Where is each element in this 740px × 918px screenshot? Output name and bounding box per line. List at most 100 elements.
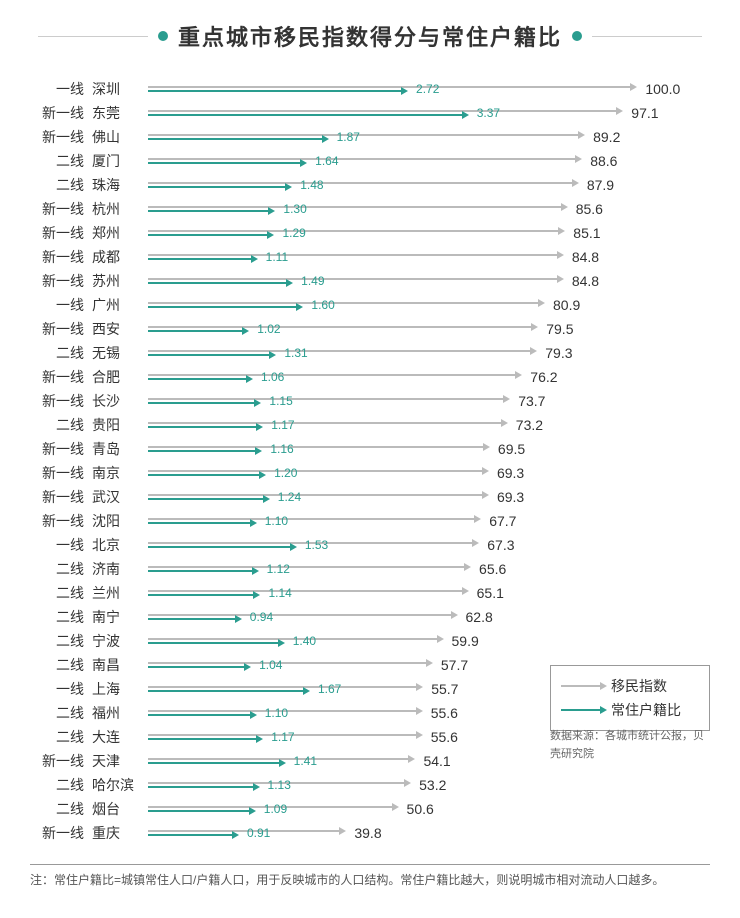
index-value: 89.2: [593, 129, 620, 145]
bars-wrap: 1.0676.2: [148, 365, 710, 389]
ratio-value: 1.87: [337, 130, 360, 144]
data-row: 二线兰州1.1465.1: [30, 581, 710, 605]
ratio-value: 1.10: [265, 514, 288, 528]
index-value: 53.2: [419, 777, 446, 793]
data-row: 新一线沈阳1.1067.7: [30, 509, 710, 533]
tier-label: 新一线: [30, 463, 92, 483]
ratio-value: 1.64: [315, 154, 338, 168]
bars-wrap: 1.4984.8: [148, 269, 710, 293]
ratio-value: 1.04: [259, 658, 282, 672]
index-arrow: [148, 686, 417, 688]
ratio-value: 1.14: [268, 586, 291, 600]
legend-item-ratio: 常住户籍比: [561, 698, 699, 722]
ratio-arrow: [148, 690, 304, 692]
data-row: 二线烟台1.0950.6: [30, 797, 710, 821]
data-row: 二线济南1.1265.6: [30, 557, 710, 581]
city-label: 合肥: [92, 367, 148, 387]
city-label: 成都: [92, 247, 148, 267]
city-label: 珠海: [92, 175, 148, 195]
ratio-value: 1.12: [267, 562, 290, 576]
index-value: 84.8: [572, 273, 599, 289]
city-label: 长沙: [92, 391, 148, 411]
bars-wrap: 1.4887.9: [148, 173, 710, 197]
ratio-arrow: [148, 258, 252, 260]
tier-label: 新一线: [30, 367, 92, 387]
city-label: 福州: [92, 703, 148, 723]
bars-wrap: 1.2469.3: [148, 485, 710, 509]
ratio-value: 1.11: [266, 250, 288, 264]
index-value: 73.2: [516, 417, 543, 433]
city-label: 南宁: [92, 607, 148, 627]
city-label: 重庆: [92, 823, 148, 843]
ratio-value: 1.09: [264, 802, 287, 816]
data-row: 一线北京1.5367.3: [30, 533, 710, 557]
data-row: 二线哈尔滨1.1353.2: [30, 773, 710, 797]
title-dot-left: [158, 31, 168, 41]
ratio-value: 0.94: [250, 610, 273, 624]
index-arrow: [148, 350, 531, 352]
tier-label: 二线: [30, 343, 92, 363]
tier-label: 二线: [30, 631, 92, 651]
tier-label: 二线: [30, 775, 92, 795]
ratio-arrow: [148, 426, 257, 428]
ratio-arrow: [148, 306, 297, 308]
city-label: 武汉: [92, 487, 148, 507]
bars-wrap: 3.3797.1: [148, 101, 710, 125]
city-label: 西安: [92, 319, 148, 339]
bars-wrap: 1.1067.7: [148, 509, 710, 533]
index-value: 54.1: [423, 753, 450, 769]
city-label: 郑州: [92, 223, 148, 243]
tier-label: 二线: [30, 151, 92, 171]
data-row: 二线贵阳1.1773.2: [30, 413, 710, 437]
index-value: 55.6: [431, 729, 458, 745]
index-value: 79.3: [545, 345, 572, 361]
index-arrow: [148, 110, 617, 112]
tier-label: 一线: [30, 295, 92, 315]
index-arrow: [148, 158, 576, 160]
bars-wrap: 1.1773.2: [148, 413, 710, 437]
index-value: 85.6: [576, 201, 603, 217]
chart-title: 重点城市移民指数得分与常住户籍比: [178, 20, 562, 52]
ratio-value: 1.31: [284, 346, 307, 360]
city-label: 南京: [92, 463, 148, 483]
ratio-value: 1.20: [274, 466, 297, 480]
bars-wrap: 1.6080.9: [148, 293, 710, 317]
city-label: 佛山: [92, 127, 148, 147]
tier-label: 新一线: [30, 127, 92, 147]
index-arrow: [148, 494, 483, 496]
tier-label: 新一线: [30, 199, 92, 219]
ratio-arrow: [148, 234, 268, 236]
tier-label: 二线: [30, 559, 92, 579]
index-arrow: [148, 398, 504, 400]
index-arrow: [148, 230, 559, 232]
index-arrow: [148, 134, 579, 136]
ratio-arrow: [148, 186, 286, 188]
city-label: 青岛: [92, 439, 148, 459]
bars-wrap: 1.1573.7: [148, 389, 710, 413]
title-row: 重点城市移民指数得分与常住户籍比: [30, 20, 710, 52]
ratio-value: 1.16: [270, 442, 293, 456]
index-value: 50.6: [407, 801, 434, 817]
data-row: 新一线成都1.1184.8: [30, 245, 710, 269]
city-label: 北京: [92, 535, 148, 555]
index-value: 69.5: [498, 441, 525, 457]
data-row: 二线南宁0.9462.8: [30, 605, 710, 629]
ratio-value: 1.06: [261, 370, 284, 384]
ratio-arrow: [148, 90, 402, 92]
ratio-arrow: [148, 786, 254, 788]
bars-wrap: 0.9139.8: [148, 821, 710, 845]
index-value: 69.3: [497, 465, 524, 481]
city-label: 大连: [92, 727, 148, 747]
ratio-arrow: [148, 666, 245, 668]
bars-wrap: 1.31 79.3: [148, 341, 710, 365]
tier-label: 新一线: [30, 271, 92, 291]
city-label: 烟台: [92, 799, 148, 819]
tier-label: 二线: [30, 415, 92, 435]
index-arrow: [148, 86, 631, 88]
ratio-value: 1.67: [318, 682, 341, 696]
ratio-arrow: [148, 114, 463, 116]
ratio-arrow: [148, 138, 323, 140]
index-arrow: [148, 518, 475, 520]
bars-wrap: 1.3085.6: [148, 197, 710, 221]
ratio-value: 1.40: [293, 634, 316, 648]
